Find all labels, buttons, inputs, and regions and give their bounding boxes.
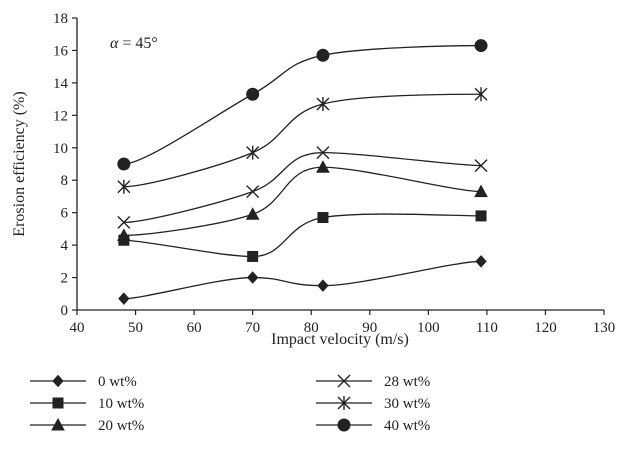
data-point-diamond: [246, 271, 259, 284]
y-tick-label: 12: [53, 108, 68, 124]
data-point-diamond: [118, 292, 130, 305]
data-point-triangle: [51, 417, 65, 431]
y-tick-label: 10: [53, 141, 68, 157]
series-30-wtpct: [117, 87, 488, 194]
series-line: [123, 44, 482, 165]
data-point-x: [474, 159, 488, 173]
data-point-x: [316, 146, 330, 160]
angle-annotation: α = 45°: [110, 35, 158, 52]
data-point-circle: [316, 48, 330, 62]
data-point-square: [317, 212, 329, 224]
data-point-triangle: [474, 184, 488, 198]
plot-frame: [76, 18, 604, 311]
legend-label: 10 wt%: [98, 396, 144, 412]
series-40-wtpct: [117, 39, 488, 171]
series-0-wtpct: [118, 255, 487, 305]
x-tick-label: 80: [304, 320, 319, 336]
data-point-circle: [246, 87, 260, 101]
y-tick-label: 18: [53, 11, 68, 27]
y-axis-ticks: 0 2 4 6 8 10 12 14 16 18: [53, 11, 77, 319]
y-tick-label: 8: [61, 173, 69, 189]
legend-item: 20 wt%: [30, 417, 144, 434]
series-10-wtpct: [118, 210, 487, 262]
legend-label: 30 wt%: [384, 396, 430, 412]
data-point-square: [52, 397, 64, 409]
x-tick-label: 100: [417, 320, 440, 336]
x-axis-ticks: 40 50 60 70 80 90 100 110 120 130: [70, 310, 616, 336]
x-tick-label: 120: [534, 320, 557, 336]
data-point-asterisk: [474, 87, 488, 102]
series-line: [123, 213, 482, 258]
y-tick-label: 0: [61, 303, 69, 319]
series-layer: [117, 39, 488, 305]
y-tick-label: 6: [61, 206, 69, 222]
series-line: [123, 93, 482, 188]
x-tick-label: 70: [245, 320, 260, 336]
data-point-asterisk: [117, 179, 131, 194]
y-axis-title: Erosion efficiency (%): [11, 91, 28, 236]
legend-label: 0 wt%: [98, 374, 137, 390]
x-tick-label: 110: [476, 320, 498, 336]
data-point-x: [117, 215, 131, 229]
data-point-x: [246, 185, 260, 199]
data-point-circle: [337, 418, 351, 432]
series-28-wtpct: [117, 146, 488, 229]
x-tick-label: 50: [128, 320, 143, 336]
legend-item: 28 wt%: [316, 374, 430, 390]
legend-item: 40 wt%: [316, 418, 430, 434]
legend: 0 wt% 10 wt% 20 wt% 28 wt% 30 wt% 40 wt%: [30, 374, 430, 434]
legend-item: 10 wt%: [30, 396, 144, 412]
y-tick-label: 4: [61, 238, 69, 254]
data-point-circle: [474, 39, 488, 53]
legend-item: 30 wt%: [316, 396, 430, 412]
legend-item: 0 wt%: [30, 374, 137, 390]
x-tick-label: 130: [593, 320, 616, 336]
data-point-square: [247, 250, 259, 262]
data-point-diamond: [52, 374, 64, 388]
data-point-asterisk: [316, 96, 330, 111]
data-point-asterisk: [337, 396, 351, 410]
plot-area: 0 2 4 6 8 10 12 14 16 18 40 50 60 70 80 90 100 110 120 130…: [53, 11, 615, 336]
data-point-triangle: [316, 160, 330, 173]
data-point-triangle: [245, 207, 260, 220]
y-tick-label: 2: [61, 271, 69, 287]
legend-label: 20 wt%: [98, 418, 144, 434]
x-tick-label: 90: [362, 320, 377, 336]
data-point-diamond: [475, 255, 487, 268]
data-point-circle: [117, 157, 131, 171]
series-line: [123, 166, 482, 237]
legend-label: 28 wt%: [384, 374, 430, 390]
series-20-wtpct: [117, 160, 488, 241]
data-point-triangle: [117, 228, 131, 241]
series-line: [123, 151, 482, 224]
series-line: [123, 260, 482, 300]
data-point-x: [337, 374, 351, 388]
data-point-asterisk: [246, 145, 260, 160]
y-tick-label: 16: [53, 43, 69, 59]
y-tick-label: 14: [53, 76, 69, 92]
data-point-square: [475, 210, 487, 222]
legend-label: 40 wt%: [384, 418, 430, 434]
x-axis-title: Impact velocity (m/s): [271, 331, 409, 348]
x-tick-label: 40: [70, 320, 85, 336]
x-tick-label: 60: [187, 320, 202, 336]
data-point-diamond: [317, 279, 329, 292]
